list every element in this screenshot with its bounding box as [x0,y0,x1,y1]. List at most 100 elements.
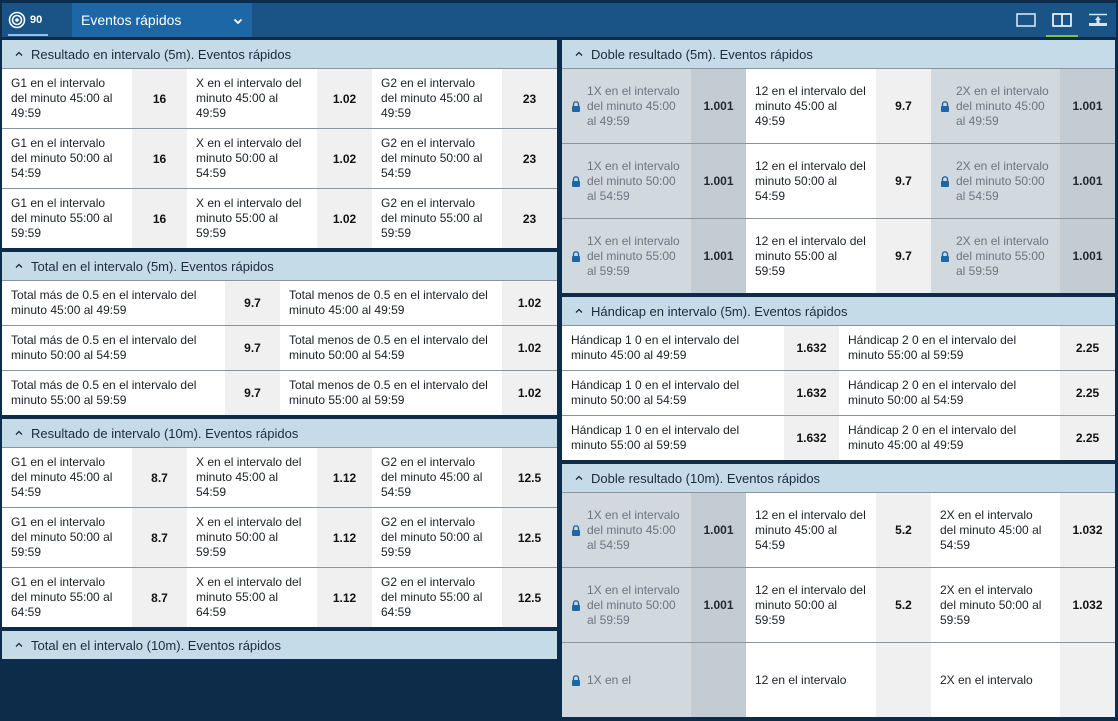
odds-button[interactable]: 2.25 [1060,371,1115,415]
odds-button[interactable]: 1.632 [784,416,839,460]
odds-button[interactable]: 1.032 [1060,493,1115,567]
section-header[interactable]: Doble resultado (5m). Eventos rápidos [562,40,1115,68]
odds-button[interactable]: 8.7 [132,568,187,627]
odds-button[interactable]: 23 [502,129,557,188]
section-header[interactable]: Hándicap en intervalo (5m). Eventos rápi… [562,297,1115,325]
odds-button[interactable]: 12.5 [502,448,557,507]
outcome-text: 2X en el intervalo del minuto 45:00 al 4… [956,83,1049,128]
odds-button[interactable]: 1.02 [317,69,372,128]
outcome-label[interactable]: X en el intervalo del minuto 45:00 al 49… [187,69,317,128]
two-column-view-button[interactable] [1044,3,1080,37]
market-row: 1X en el intervalo del minuto 50:00 al 5… [562,567,1115,642]
outcome-label[interactable]: G2 en el intervalo del minuto 55:00 al 6… [372,568,502,627]
odds-button[interactable]: 1.02 [502,281,557,325]
odds-button[interactable]: 23 [502,189,557,248]
odds-button[interactable]: 1.02 [317,129,372,188]
outcome-label[interactable]: G2 en el intervalo del minuto 55:00 al 5… [372,189,502,248]
market-section-total-en-el-intervalo-10m-eventos-rapidos: Total en el intervalo (10m). Eventos ráp… [2,631,557,659]
outcome-label[interactable]: 12 en el intervalo del minuto 50:00 al 5… [746,144,876,218]
outcome-label[interactable]: Total más de 0.5 en el intervalo del min… [2,281,225,325]
outcome-label[interactable]: 2X en el intervalo [931,643,1060,717]
outcome-label[interactable]: Total más de 0.5 en el intervalo del min… [2,371,225,415]
odds-button[interactable]: 1.632 [784,326,839,370]
outcome-label[interactable]: X en el intervalo del minuto 55:00 al 59… [187,189,317,248]
outcome-label[interactable]: G1 en el intervalo del minuto 45:00 al 5… [2,448,132,507]
odds-button[interactable]: 12.5 [502,508,557,567]
section-header[interactable]: Total en el intervalo (10m). Eventos ráp… [2,631,557,659]
outcome-label[interactable]: G1 en el intervalo del minuto 50:00 al 5… [2,508,132,567]
outcome-label[interactable]: Hándicap 2 0 en el intervalo del minuto … [839,416,1060,460]
outcome-label[interactable]: 12 en el intervalo del minuto 45:00 al 4… [746,69,876,143]
outcome-label[interactable]: Total menos de 0.5 en el intervalo del m… [280,281,502,325]
odds-button[interactable]: 8.7 [132,508,187,567]
outcome-label[interactable]: Hándicap 1 0 en el intervalo del minuto … [562,326,784,370]
odds-button[interactable] [876,643,931,717]
odds-button[interactable]: 9.7 [876,219,931,293]
odds-button[interactable] [1060,643,1115,717]
outcome-label[interactable]: X en el intervalo del minuto 50:00 al 54… [187,129,317,188]
odds-button[interactable]: 2.25 [1060,416,1115,460]
odds-button[interactable]: 23 [502,69,557,128]
outcome-label[interactable]: 2X en el intervalo del minuto 50:00 al 5… [931,568,1060,642]
odds-button[interactable]: 9.7 [876,69,931,143]
outcome-label[interactable]: G2 en el intervalo del minuto 50:00 al 5… [372,508,502,567]
odds-button[interactable]: 2.25 [1060,326,1115,370]
outcome-text: G1 en el intervalo del minuto 55:00 al 6… [11,575,113,619]
market-group-dropdown[interactable]: Eventos rápidos [72,3,252,37]
outcome-label[interactable]: Hándicap 2 0 en el intervalo del minuto … [839,371,1060,415]
live-events-tab[interactable]: 90 [8,3,48,37]
section-header[interactable]: Doble resultado (10m). Eventos rápidos [562,464,1115,492]
odds-button[interactable]: 1.02 [317,189,372,248]
section-header[interactable]: Resultado de intervalo (10m). Eventos rá… [2,419,557,447]
section-header[interactable]: Resultado en intervalo (5m). Eventos ráp… [2,40,557,68]
outcome-label[interactable]: 2X en el intervalo del minuto 45:00 al 5… [931,493,1060,567]
chevron-up-icon [14,428,24,438]
section-title: Resultado en intervalo (5m). Eventos ráp… [31,46,292,62]
collapse-view-button[interactable] [1080,3,1116,37]
outcome-label[interactable]: Hándicap 2 0 en el intervalo del minuto … [839,326,1060,370]
single-column-view-button[interactable] [1008,3,1044,37]
outcome-label[interactable]: Total menos de 0.5 en el intervalo del m… [280,371,502,415]
odds-button[interactable]: 1.02 [502,371,557,415]
odds-button[interactable]: 9.7 [225,371,280,415]
outcome-label[interactable]: Total más de 0.5 en el intervalo del min… [2,326,225,370]
locked-odds-button: 1.001 [1060,69,1115,143]
outcome-label[interactable]: G1 en el intervalo del minuto 55:00 al 5… [2,189,132,248]
outcome-label[interactable]: G2 en el intervalo del minuto 45:00 al 4… [372,69,502,128]
odds-button[interactable]: 1.12 [317,508,372,567]
odds-button[interactable]: 5.2 [876,568,931,642]
outcome-label[interactable]: Hándicap 1 0 en el intervalo del minuto … [562,371,784,415]
odds-button[interactable]: 9.7 [876,144,931,218]
outcome-label[interactable]: Total menos de 0.5 en el intervalo del m… [280,326,502,370]
odds-button[interactable]: 9.7 [225,326,280,370]
chevron-up-icon [574,49,584,59]
odds-button[interactable]: 1.02 [502,326,557,370]
odds-button[interactable]: 9.7 [225,281,280,325]
odds-button[interactable]: 16 [132,69,187,128]
outcome-text: Hándicap 1 0 en el intervalo del minuto … [571,378,740,407]
outcome-label[interactable]: 12 en el intervalo del minuto 55:00 al 5… [746,219,876,293]
odds-button[interactable]: 1.632 [784,371,839,415]
outcome-label[interactable]: G1 en el intervalo del minuto 55:00 al 6… [2,568,132,627]
outcome-label[interactable]: G1 en el intervalo del minuto 45:00 al 4… [2,69,132,128]
outcome-label[interactable]: 12 en el intervalo [746,643,876,717]
odds-button[interactable]: 5.2 [876,493,931,567]
odds-button[interactable]: 1.032 [1060,568,1115,642]
odds-button[interactable]: 16 [132,189,187,248]
outcome-label[interactable]: 12 en el intervalo del minuto 45:00 al 5… [746,493,876,567]
odds-button[interactable]: 12.5 [502,568,557,627]
outcome-label[interactable]: G1 en el intervalo del minuto 50:00 al 5… [2,129,132,188]
section-title: Total en el intervalo (10m). Eventos ráp… [31,637,282,653]
outcome-label[interactable]: X en el intervalo del minuto 50:00 al 59… [187,508,317,567]
outcome-label[interactable]: G2 en el intervalo del minuto 50:00 al 5… [372,129,502,188]
odds-button[interactable]: 8.7 [132,448,187,507]
outcome-label[interactable]: X en el intervalo del minuto 45:00 al 54… [187,448,317,507]
outcome-label[interactable]: Hándicap 1 0 en el intervalo del minuto … [562,416,784,460]
section-header[interactable]: Total en el intervalo (5m). Eventos rápi… [2,252,557,280]
outcome-label[interactable]: 12 en el intervalo del minuto 50:00 al 5… [746,568,876,642]
outcome-label[interactable]: G2 en el intervalo del minuto 45:00 al 5… [372,448,502,507]
outcome-label[interactable]: X en el intervalo del minuto 55:00 al 64… [187,568,317,627]
odds-button[interactable]: 1.12 [317,568,372,627]
odds-button[interactable]: 1.12 [317,448,372,507]
odds-button[interactable]: 16 [132,129,187,188]
